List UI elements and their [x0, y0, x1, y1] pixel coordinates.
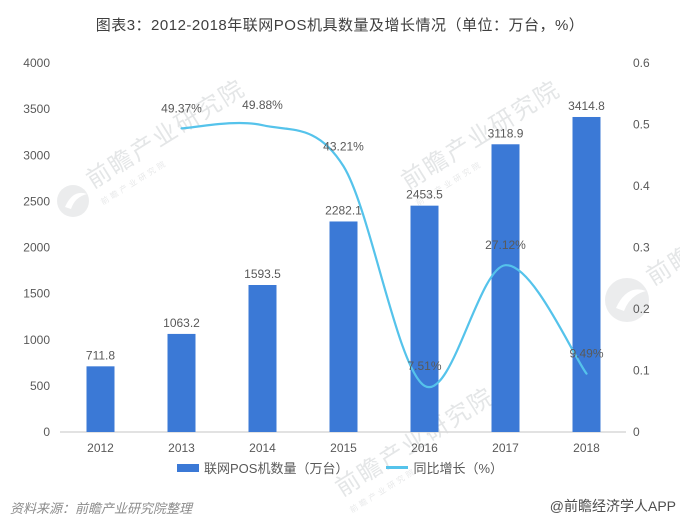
legend-label: 同比增长（%） — [413, 461, 504, 476]
bar-2013 — [167, 333, 196, 432]
growth-line — [180, 121, 588, 389]
growth-value-label: 9.49% — [569, 347, 603, 361]
watermark-logo-swoosh — [65, 192, 87, 209]
bar-swatch-icon — [176, 463, 199, 472]
bar-2018 — [572, 116, 601, 432]
watermark-logo-swoosh — [616, 289, 646, 311]
left-axis-tick: 3500 — [23, 102, 50, 116]
right-axis-tick: 0 — [633, 425, 640, 439]
left-axis-tick: 2000 — [23, 241, 50, 255]
bar-value-label: 2282.1 — [325, 203, 362, 217]
growth-value-label: 7.51% — [407, 359, 441, 373]
growth-value-label: 49.88% — [242, 98, 283, 112]
bar-2012 — [86, 366, 115, 432]
right-axis-tick: 0.1 — [633, 364, 650, 378]
line-swatch-icon — [386, 466, 409, 469]
x-axis-label: 2015 — [330, 441, 357, 455]
left-axis-tick: 3000 — [23, 148, 50, 162]
bar-value-label: 1593.5 — [244, 267, 281, 281]
growth-value-label: 43.21% — [323, 139, 364, 153]
left-axis-tick: 2500 — [23, 194, 50, 208]
bar-value-label: 3414.8 — [568, 99, 605, 113]
bar-2017 — [491, 144, 520, 432]
bar-2014 — [248, 284, 277, 432]
right-axis-tick: 0.2 — [633, 302, 650, 316]
right-axis-tick: 0.6 — [633, 56, 650, 70]
x-axis-label: 2016 — [411, 441, 438, 455]
credit-note: @前瞻经济学人APP — [549, 498, 676, 514]
left-axis-tick: 4000 — [23, 56, 50, 70]
bar-value-label: 711.8 — [86, 348, 115, 362]
x-axis-label: 2018 — [573, 441, 600, 455]
right-axis-tick: 0.3 — [633, 241, 650, 255]
x-axis-label: 2013 — [168, 441, 195, 455]
watermark-text: 前瞻产业研究院 — [397, 76, 566, 195]
x-axis-label: 2017 — [492, 441, 519, 455]
growth-value-label: 49.37% — [161, 101, 202, 115]
x-axis-label: 2014 — [249, 441, 276, 455]
right-axis-tick: 0.5 — [633, 118, 650, 132]
left-axis-tick: 1500 — [23, 287, 50, 301]
chart-title: 图表3：2012-2018年联网POS机具数量及增长情况（单位：万台，%） — [95, 17, 585, 34]
legend-item-growth: 同比增长（%） — [386, 458, 503, 477]
bar-value-label: 3118.9 — [488, 126, 524, 140]
growth-value-label: 27.12% — [485, 238, 526, 252]
legend: 联网POS机数量（万台） 同比增长（%） — [0, 458, 680, 477]
bar-value-label: 2453.5 — [406, 188, 443, 202]
source-note: 资料来源：前瞻产业研究院整理 — [10, 501, 193, 516]
right-axis-tick: 0.4 — [633, 179, 650, 193]
legend-label: 联网POS机数量（万台） — [203, 461, 349, 476]
bar-2015 — [329, 221, 358, 432]
legend-item-pos-count: 联网POS机数量（万台） — [176, 458, 349, 477]
bar-value-label: 1063.2 — [163, 316, 200, 330]
watermark-text: 前瞻产业研究院 — [82, 75, 251, 194]
left-axis-tick: 1000 — [23, 333, 50, 347]
left-axis-tick: 500 — [30, 379, 50, 393]
x-axis-label: 2012 — [87, 441, 114, 455]
bar-2016 — [410, 205, 439, 432]
left-axis-tick: 0 — [43, 425, 50, 439]
